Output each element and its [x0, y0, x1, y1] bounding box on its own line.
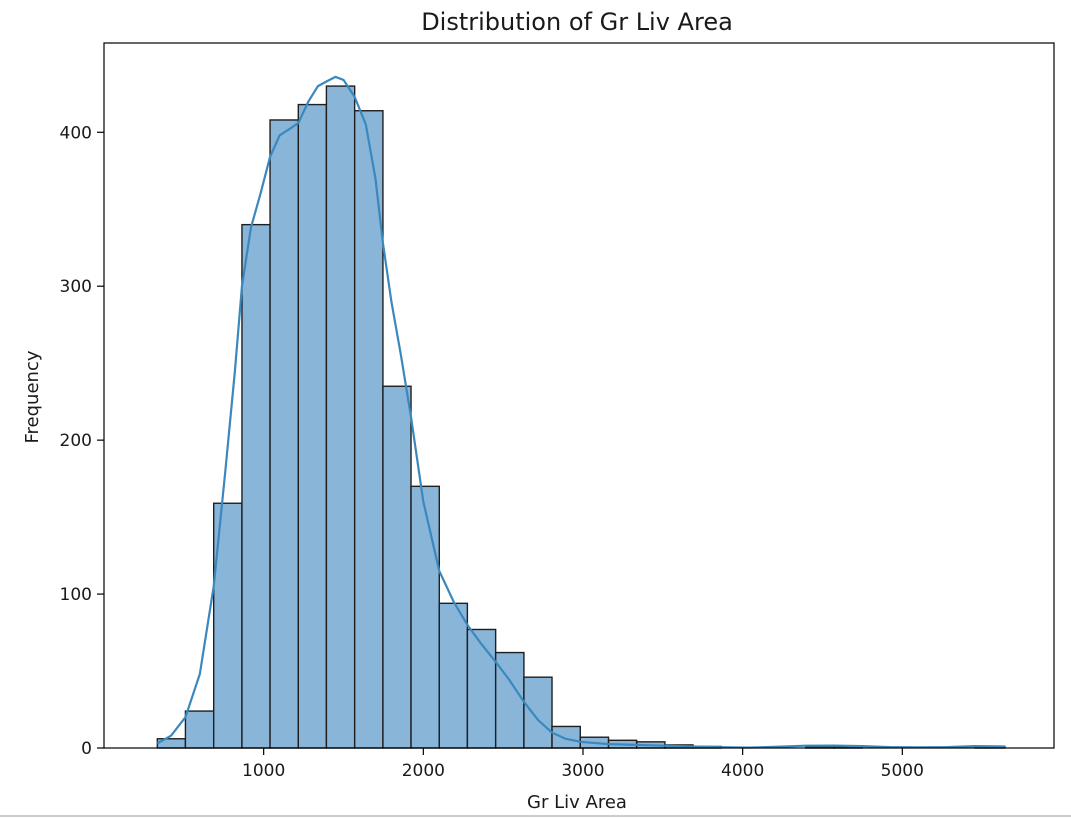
- x-axis-label: Gr Liv Area: [527, 792, 627, 813]
- x-axis-ticks: 1000 2000 3000 4000 5000: [242, 748, 924, 781]
- y-tick-label-3: 300: [60, 277, 92, 297]
- axes-frame: [103, 42, 1055, 749]
- y-tick-label-4: 400: [60, 123, 92, 143]
- histogram-bar-6: [325, 85, 356, 749]
- histogram-bar-9: [410, 485, 440, 749]
- kde-curve: [156, 75, 1005, 749]
- histogram-bar-3: [241, 223, 271, 749]
- histogram-bar-10: [438, 602, 469, 749]
- x-tick-label-1: 2000: [402, 761, 445, 781]
- chart-title: Distribution of Gr Liv Area: [421, 8, 733, 36]
- histogram-bar-5: [297, 103, 328, 749]
- x-tick-label-4: 5000: [881, 761, 924, 781]
- histogram-bar-11: [466, 628, 497, 749]
- y-tick-label-0: 0: [81, 739, 92, 759]
- x-tick-label-0: 1000: [242, 761, 285, 781]
- y-axis-ticks: 0 100 200 300 400: [60, 123, 104, 759]
- histogram-bar-8: [382, 385, 412, 749]
- y-axis-label: Frequency: [22, 350, 43, 443]
- histogram-bar-4: [269, 119, 300, 749]
- histogram-bar-14: [551, 725, 581, 749]
- x-tick-label-2: 3000: [561, 761, 604, 781]
- histogram-bars: [156, 85, 1006, 749]
- x-tick-label-3: 4000: [721, 761, 764, 781]
- y-tick-label-2: 200: [60, 431, 92, 451]
- histogram-bar-1: [184, 710, 215, 749]
- histogram-bar-13: [523, 676, 553, 749]
- y-tick-label-1: 100: [60, 585, 92, 605]
